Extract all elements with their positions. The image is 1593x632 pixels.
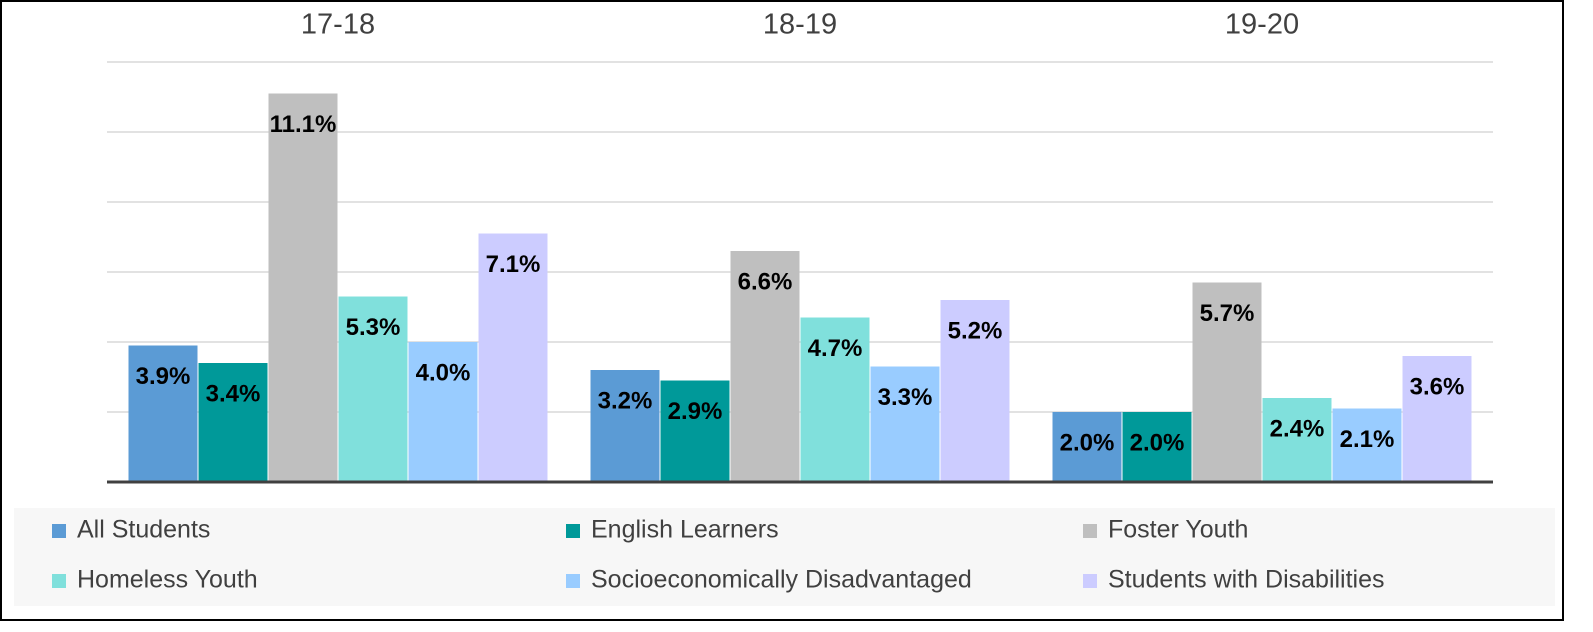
- value-label: 2.9%: [668, 398, 723, 425]
- legend-swatch: [566, 524, 580, 538]
- value-label: 5.3%: [346, 314, 401, 341]
- bar: [870, 366, 940, 482]
- legend-label: Students with Disabilities: [1108, 566, 1385, 594]
- bar: [338, 296, 408, 482]
- bar: [730, 251, 800, 482]
- value-label: 2.0%: [1060, 429, 1115, 456]
- legend-swatch: [52, 574, 66, 588]
- bar: [660, 380, 730, 482]
- legend-label: Foster Youth: [1108, 516, 1248, 544]
- bar: [1192, 282, 1262, 482]
- legend-swatch: [52, 524, 66, 538]
- value-label: 2.0%: [1130, 429, 1185, 456]
- legend-label: Socioeconomically Disadvantaged: [591, 566, 972, 594]
- bar: [940, 300, 1010, 482]
- value-label: 5.7%: [1200, 300, 1255, 327]
- legend-label: Homeless Youth: [77, 566, 258, 594]
- legend-label: All Students: [77, 516, 210, 544]
- value-label: 3.9%: [136, 363, 191, 390]
- value-label: 3.6%: [1410, 373, 1465, 400]
- bar: [198, 363, 268, 482]
- bar: [408, 342, 478, 482]
- category-label: 17-18: [301, 9, 375, 41]
- value-label: 2.1%: [1340, 426, 1395, 453]
- bar: [1402, 356, 1472, 482]
- value-label: 3.2%: [598, 387, 653, 414]
- bar: [1262, 398, 1332, 482]
- value-label: 11.1%: [270, 111, 337, 138]
- bar: [128, 345, 198, 482]
- value-label: 3.3%: [878, 384, 933, 411]
- category-label: 19-20: [1225, 9, 1299, 41]
- legend-label: English Learners: [591, 516, 779, 544]
- bar: [590, 370, 660, 482]
- bar: [268, 93, 338, 482]
- bar: [1122, 412, 1192, 482]
- legend-swatch: [566, 574, 580, 588]
- value-label: 7.1%: [486, 251, 541, 278]
- value-label: 3.4%: [206, 380, 261, 407]
- legend-box: [14, 508, 1555, 606]
- bar: [800, 317, 870, 482]
- legend-swatch: [1083, 574, 1097, 588]
- value-label: 6.6%: [738, 268, 793, 295]
- bar: [1332, 408, 1402, 482]
- value-label: 5.2%: [948, 317, 1003, 344]
- bar: [478, 233, 548, 482]
- legend-swatch: [1083, 524, 1097, 538]
- value-label: 4.0%: [416, 359, 471, 386]
- value-label: 4.7%: [808, 335, 863, 362]
- bar: [1052, 412, 1122, 482]
- category-label: 18-19: [763, 9, 837, 41]
- value-label: 2.4%: [1270, 415, 1325, 442]
